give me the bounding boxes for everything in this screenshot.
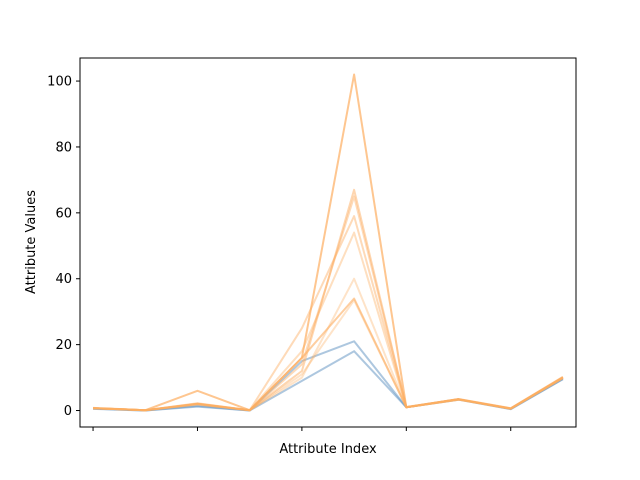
y-tick-label-5: 100 — [47, 75, 72, 90]
y-tick-label-3: 60 — [55, 206, 72, 221]
series-line-9 — [93, 299, 564, 412]
series-line-6 — [93, 231, 564, 412]
series-line-1 — [93, 340, 564, 412]
series-line-4 — [93, 195, 564, 412]
y-tick-label-2: 40 — [55, 272, 72, 287]
x-axis-label: Attribute Index — [279, 442, 377, 457]
y-tick-label-0: 0 — [64, 404, 72, 419]
y-axis-label: Attribute Values — [24, 190, 39, 294]
series-line-5 — [93, 215, 564, 412]
series-line-8 — [93, 297, 564, 412]
series-line-0 — [93, 350, 564, 412]
x-axis — [92, 427, 512, 431]
series-line-3 — [93, 188, 564, 412]
y-axis: 0 20 40 60 80 100 — [47, 75, 80, 419]
plot-frame — [79, 57, 577, 428]
series-lines — [93, 73, 564, 412]
y-tick-label-4: 80 — [55, 140, 72, 155]
y-tick-label-1: 20 — [55, 338, 72, 353]
series-line-7 — [93, 277, 564, 412]
series-line-2 — [93, 73, 564, 412]
